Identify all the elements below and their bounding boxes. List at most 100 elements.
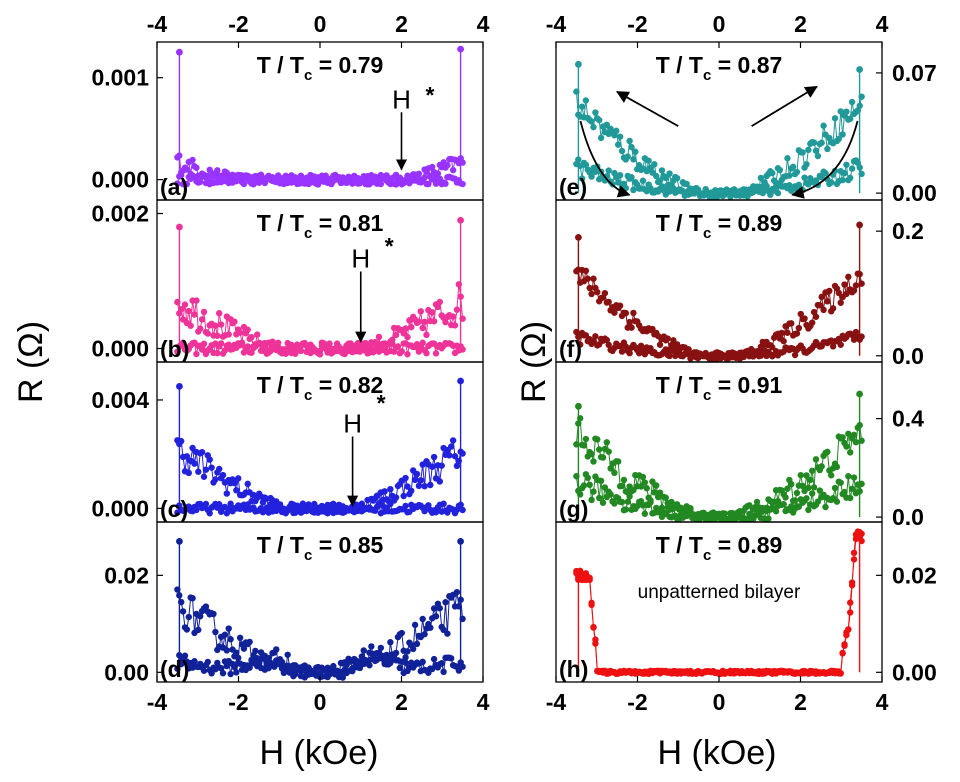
- x-axis-title-left: H (kOe): [260, 734, 379, 772]
- series-b-point: [332, 347, 339, 355]
- series-d-point: [430, 655, 438, 663]
- series-g-point: [845, 473, 852, 480]
- series-c-point: [411, 476, 419, 484]
- panel-h-note: unpatterned bilayer: [638, 582, 801, 603]
- series-c-point: [408, 487, 415, 494]
- panel-b-h-marker: H: [351, 244, 370, 274]
- series-g-point: [788, 480, 795, 488]
- series-b-point: [428, 309, 436, 316]
- series-b-point: [370, 349, 377, 356]
- panel-c-star-marker: *: [377, 390, 386, 416]
- series-c-point: [440, 500, 447, 507]
- x-tick-label-top-1: 0: [713, 11, 726, 37]
- series-h-segment: [591, 602, 594, 628]
- series-f-point: [826, 287, 833, 295]
- series-b-point: [200, 308, 208, 316]
- series-h-segment: [851, 559, 855, 583]
- series-c-point: [305, 501, 312, 508]
- y-axis-title-left: R (Ω): [12, 321, 50, 403]
- series-f-point: [594, 288, 601, 296]
- x-tick-label-bottom-0: 2: [395, 689, 408, 715]
- series-g-segment: [617, 461, 621, 487]
- series-b-segment: [203, 311, 207, 333]
- series-c-point: [449, 437, 457, 444]
- x-tick-label-top-1: -2: [627, 11, 647, 37]
- series-b-point: [389, 340, 396, 347]
- series-e-segment: [838, 111, 842, 140]
- panel-h-ytick-label: 0.02: [892, 562, 937, 588]
- panel-f-label: (f): [559, 336, 582, 362]
- panel-b-ytick-label: 0.000: [91, 336, 149, 362]
- series-b-point: [231, 318, 238, 325]
- series-f-point: [788, 320, 795, 327]
- series-h-segment: [853, 538, 857, 560]
- series-c-point: [428, 463, 436, 470]
- series-d-point: [430, 605, 438, 612]
- series-g-point: [662, 494, 669, 501]
- series-c-point: [430, 453, 438, 461]
- series-d-point: [330, 662, 337, 670]
- series-f-point: [592, 333, 599, 340]
- series-d-segment: [188, 597, 192, 618]
- series-b-point: [335, 343, 343, 351]
- series-d-segment: [412, 624, 416, 649]
- panel-e-sweep-arrow-curve-right: [791, 120, 859, 199]
- series-b-point: [451, 322, 459, 329]
- series-f-point: [818, 293, 825, 301]
- panel-b-title: T / Tc = 0.81: [257, 210, 384, 242]
- series-f-point: [590, 275, 597, 282]
- series-g: [573, 390, 865, 523]
- series-c-point: [189, 444, 196, 452]
- panel-e-ytick-label: 0.00: [892, 180, 937, 206]
- series-a-point: [428, 163, 436, 171]
- series-g-point: [816, 487, 823, 494]
- panel-c-h-marker: H: [343, 409, 362, 439]
- series-c-point: [231, 479, 238, 487]
- series-f-point: [664, 335, 671, 342]
- y-axis-title-right: R (Ω): [515, 321, 553, 403]
- panel-h-label: (h): [559, 656, 588, 682]
- series-d-point: [364, 659, 371, 667]
- series-d-point: [448, 655, 455, 662]
- series-c-segment: [427, 464, 431, 486]
- series-e-segment: [832, 118, 836, 144]
- series-d: [174, 537, 466, 681]
- series-d-point: [409, 645, 417, 653]
- series-f-point: [616, 302, 624, 309]
- series-g-point: [831, 484, 839, 492]
- panel-c-ytick-label: 0.004: [91, 387, 149, 413]
- panel-c-label: (c): [160, 496, 188, 522]
- x-tick-label-top-0: 4: [477, 11, 490, 37]
- series-c-point: [427, 481, 434, 489]
- panel-g-title: T / Tc = 0.91: [656, 372, 783, 404]
- panel-g-ytick-label: 0.0: [892, 504, 924, 530]
- series-g-point: [597, 477, 605, 485]
- frames-layer: [156, 41, 883, 683]
- series-h-segment: [840, 653, 844, 674]
- series-b-point: [430, 318, 438, 325]
- series-d-point: [349, 665, 356, 672]
- series-h-peak-point: [575, 571, 582, 579]
- series-h-segment: [849, 582, 853, 603]
- series-c-point: [404, 483, 411, 490]
- series-d-point: [453, 588, 461, 596]
- series-b-point: [200, 340, 208, 348]
- x-tick-label-bottom-1: 0: [713, 689, 726, 715]
- series-d-point: [392, 649, 400, 657]
- series-g-point: [808, 490, 816, 497]
- series-g-point: [605, 448, 612, 455]
- series-b-point: [181, 301, 189, 308]
- series-g-segment: [592, 438, 596, 462]
- series-d-point: [427, 624, 434, 631]
- panel-a-ytick-label: 0.001: [91, 65, 149, 91]
- panel-a-h-marker: H: [392, 84, 411, 114]
- series-b-point: [449, 313, 457, 320]
- series-c-point: [290, 501, 297, 508]
- series-f-point: [630, 309, 637, 317]
- series-e-point: [590, 123, 597, 131]
- series-f-point: [622, 309, 630, 317]
- series-g-segment: [579, 418, 583, 445]
- series-c-point: [446, 452, 453, 459]
- panel-b-label: (b): [160, 336, 189, 362]
